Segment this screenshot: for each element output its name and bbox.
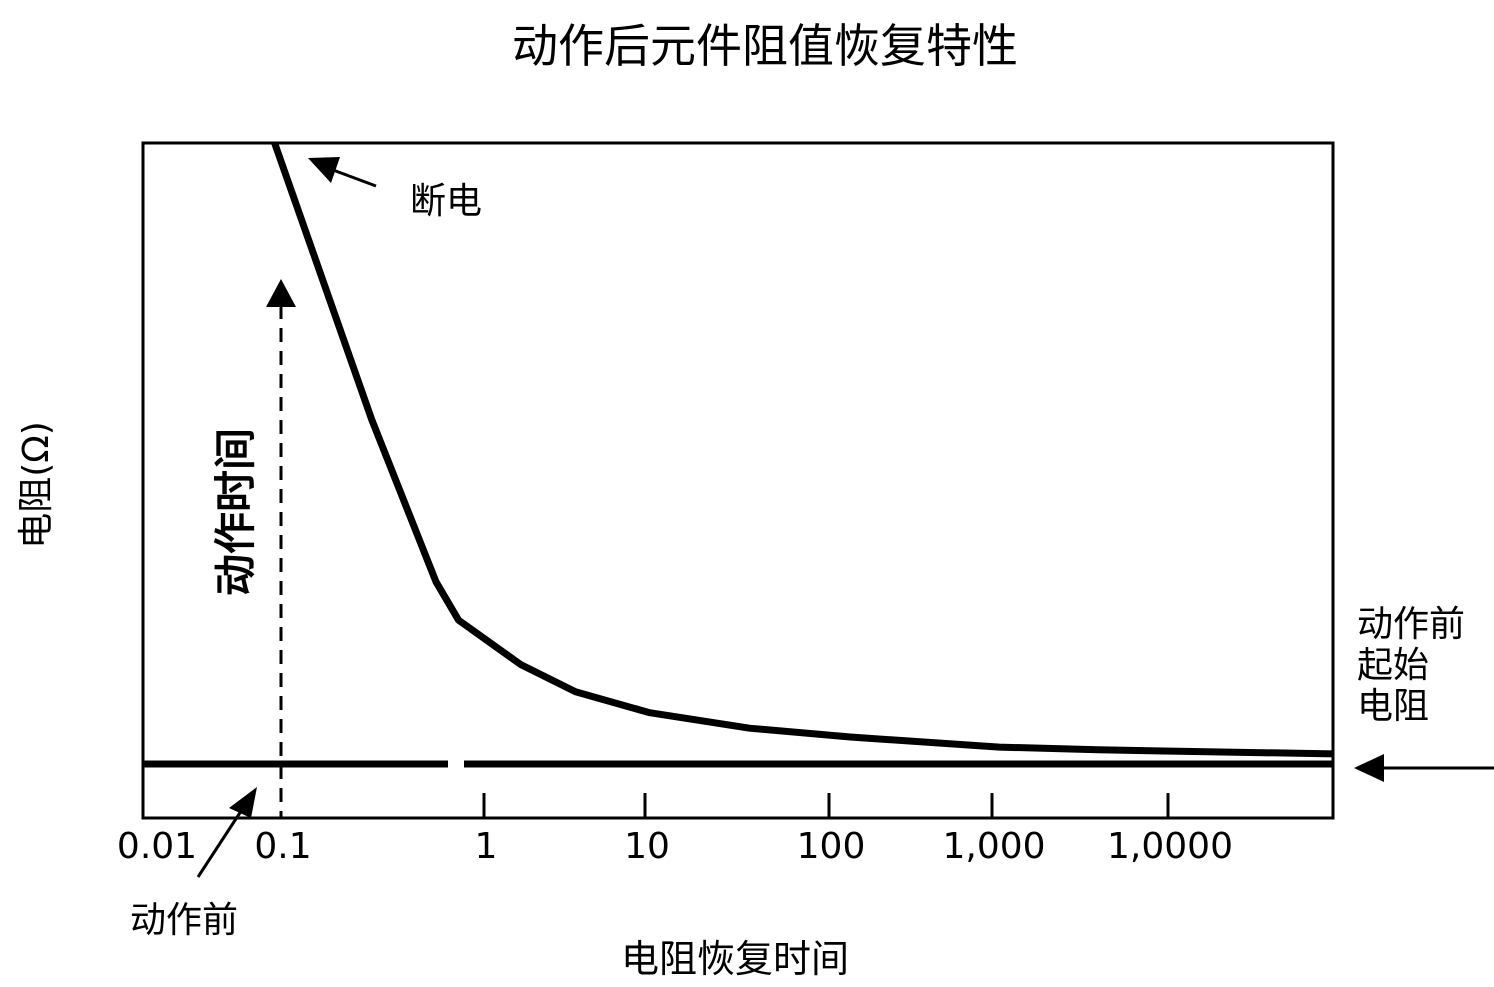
initial-label-3: 电阻 bbox=[1357, 686, 1429, 727]
x-tick-label: 0.01 bbox=[117, 826, 197, 867]
action-time-label: 动作时间 bbox=[211, 428, 260, 596]
up-arrow-icon bbox=[266, 279, 296, 307]
x-tick-label: 1,000 bbox=[942, 826, 1045, 867]
series-line bbox=[271, 141, 1334, 758]
left-arrow-icon bbox=[1354, 754, 1384, 782]
initial-label-2: 起始 bbox=[1357, 645, 1429, 686]
plot-frame bbox=[141, 141, 1335, 820]
y-axis-label: 电阻(Ω) bbox=[16, 421, 57, 549]
chart-title: 动作后元件阻值恢复特性 bbox=[512, 19, 1018, 73]
before-action-label: 动作前 bbox=[130, 900, 238, 941]
cutoff-arrow-icon bbox=[308, 157, 340, 183]
before-arrow-icon bbox=[229, 787, 257, 818]
initial-label-1: 动作前 bbox=[1357, 604, 1465, 645]
x-tick-label: 10 bbox=[624, 826, 670, 867]
cutoff-label: 断电 bbox=[410, 181, 482, 222]
x-tick-label: 100 bbox=[797, 826, 866, 867]
x-tick-label: 1 bbox=[475, 826, 498, 867]
before-arrow-line bbox=[196, 804, 247, 878]
x-tick-label: 0.1 bbox=[254, 826, 311, 867]
x-axis-label: 电阻恢复时间 bbox=[621, 937, 849, 981]
x-tick-label: 1,0000 bbox=[1107, 826, 1233, 867]
